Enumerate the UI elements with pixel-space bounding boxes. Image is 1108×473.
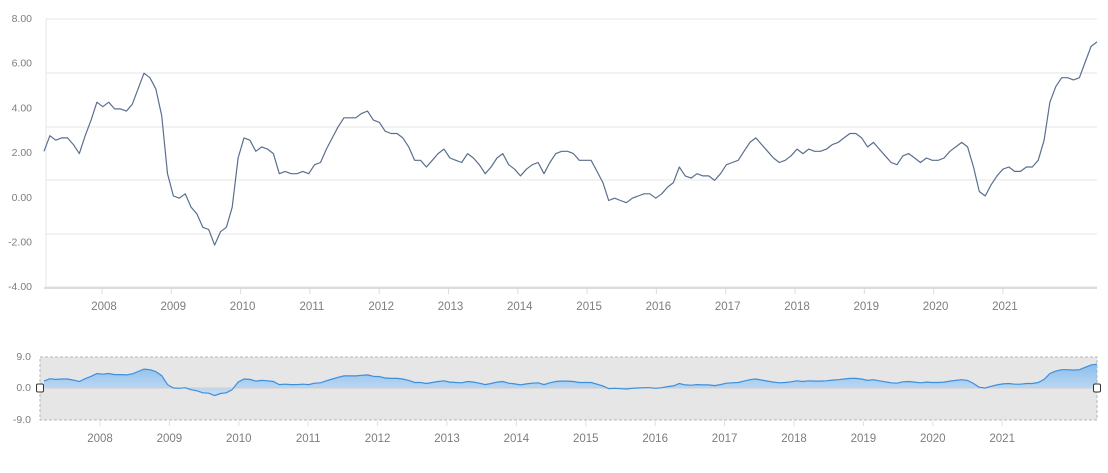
navigator-x-label: 2021 [989,433,1015,445]
x-tick-label: 2019 [854,301,880,313]
series-line[interactable] [43,41,1098,246]
y-axis: 8.00 6.00 4.00 2.00 0.00 -2.00 -4.00 [8,13,32,293]
x-tick-label: 2011 [300,301,325,313]
x-tick-label: 2012 [368,301,394,313]
y-tick-label: 4.00 [12,102,33,114]
navigator-x-label: 2016 [642,433,668,445]
navigator-y-label: -9.0 [13,414,31,426]
navigator-x-label: 2012 [365,433,391,445]
navigator-x-label: 2013 [434,433,460,445]
navigator-x-label: 2015 [573,433,599,445]
navigator-x-label: 2019 [851,433,877,445]
navigator-y-label: 0.0 [16,382,31,394]
navigator-x-label: 2017 [712,433,738,445]
y-tick-label: -4.00 [8,281,32,293]
navigator-x-label: 2014 [504,433,530,445]
main-gridlines [45,18,1097,288]
x-tick-label: 2018 [784,301,810,313]
x-axis: 2008 2009 2010 2011 2012 2013 2014 2015 2016 2017… [44,287,1097,313]
navigator-x-label: 2008 [87,433,113,445]
navigator-x-label: 2020 [920,433,946,445]
navigator-right-handle[interactable] [1093,383,1101,393]
x-tick-label: 2008 [91,301,117,313]
x-tick-label: 2014 [507,301,533,313]
y-tick-label: 8.00 [12,13,33,25]
navigator-x-label: 2010 [226,433,252,445]
x-tick-label: 2015 [576,301,602,313]
y-tick-label: 0.00 [12,192,33,204]
x-tick-label: 2013 [438,301,464,313]
navigator-y-label: 9.0 [16,351,31,363]
navigator-left-handle[interactable] [36,383,44,393]
y-tick-label: -2.00 [8,237,32,249]
navigator-x-label: 2011 [296,433,321,445]
x-tick-label: 2021 [992,301,1018,313]
navigator-line [43,363,1098,397]
navigator-x-label: 2018 [781,433,807,445]
navigator-x-label: 2009 [157,433,183,445]
x-tick-label: 2017 [715,301,741,313]
x-tick-label: 2009 [161,301,187,313]
y-tick-label: 6.00 [12,58,33,70]
x-tick-label: 2020 [923,301,949,313]
range-navigator[interactable]: 9.0 0.0 -9.0 2008 2009 2010 2011 2012 2013 2014 20… [13,351,1101,445]
main-plot-area[interactable] [43,41,1098,246]
x-tick-label: 2016 [646,301,672,313]
x-tick-label: 2010 [230,301,256,313]
y-tick-label: 2.00 [12,147,33,159]
